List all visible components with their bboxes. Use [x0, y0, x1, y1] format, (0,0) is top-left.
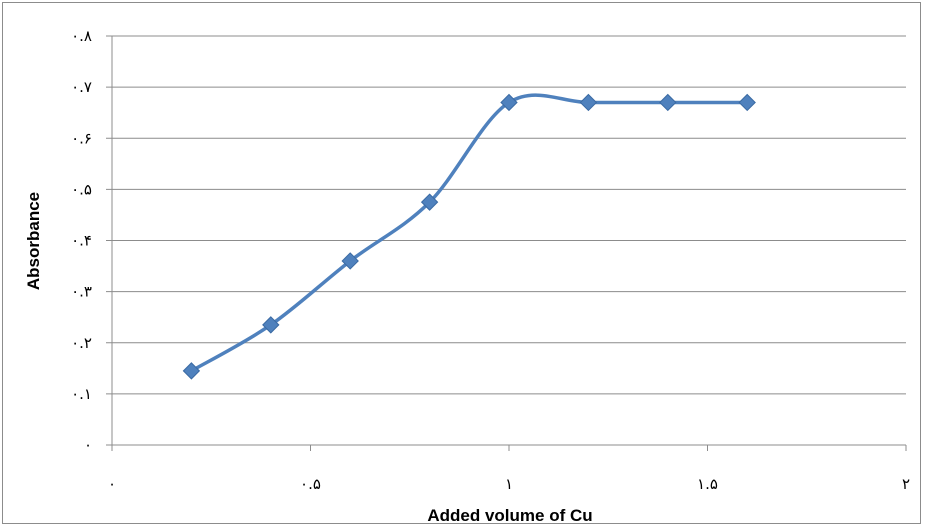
- x-tick-labels: ۰ ۰.۵ ۱ ۱.۵ ۲: [108, 475, 910, 493]
- x-axis-title: Added volume of Cu: [427, 506, 592, 525]
- x-tick-label: ۰: [108, 475, 116, 493]
- data-point-marker: [182, 362, 201, 380]
- series-line: [190, 93, 748, 373]
- data-point-marker: [579, 93, 598, 112]
- y-tick-labels: ۰ ۰.۱ ۰.۲ ۰.۳ ۰.۴ ۰.۵ ۰.۶ ۰.۷ ۰.۸: [71, 27, 92, 454]
- data-point-marker: [262, 316, 280, 334]
- y-tick-label: ۰.۲: [71, 334, 92, 352]
- data-point-marker: [500, 93, 518, 112]
- y-tick-label: ۰.۷: [71, 78, 92, 96]
- y-tick-label: ۰: [84, 436, 92, 454]
- y-tick-label: ۰.۵: [71, 180, 92, 198]
- x-tick-label: ۲: [902, 475, 910, 493]
- y-tick-label: ۰.۱: [71, 385, 92, 403]
- data-point-marker: [420, 193, 439, 211]
- y-tick-label: ۰.۴: [71, 232, 92, 250]
- y-tick-label: ۰.۶: [71, 129, 92, 147]
- axes: [106, 35, 907, 451]
- data-point-marker: [659, 93, 677, 112]
- y-tick-label: ۰.۸: [71, 27, 92, 45]
- x-tick-label: ۱: [505, 475, 513, 493]
- data-point-marker: [738, 93, 756, 112]
- x-tick-label: ۰.۵: [300, 475, 321, 493]
- y-tick-label: ۰.۳: [71, 283, 92, 301]
- data-point-marker: [341, 252, 359, 270]
- y-axis-title: Absorbance: [24, 192, 43, 290]
- data-series: [182, 93, 756, 380]
- x-tick-label: ۱.۵: [697, 475, 718, 493]
- gridlines: [112, 35, 906, 395]
